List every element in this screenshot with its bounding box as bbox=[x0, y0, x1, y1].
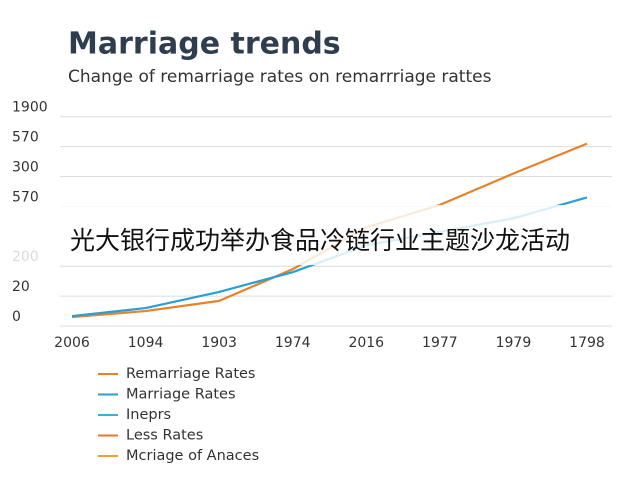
legend-label: Mcriage of Anaces bbox=[126, 448, 259, 464]
legend: Remarriage Rates Marriage Rates Ineprs Less… bbox=[98, 366, 259, 464]
x-tick-label: 1903 bbox=[201, 335, 237, 351]
legend-label: Remarriage Rates bbox=[126, 366, 255, 382]
x-tick-label: 1979 bbox=[496, 335, 532, 351]
x-tick-label: 2006 bbox=[54, 335, 90, 351]
y-tick-label: 1900 bbox=[12, 100, 48, 116]
legend-label: Ineprs bbox=[126, 407, 171, 423]
overlay-caption: 光大银行成功举办食品冷链行业主题沙龙活动 bbox=[70, 226, 570, 255]
y-tick-label: 570 bbox=[12, 189, 39, 205]
x-tick-label: 1094 bbox=[128, 335, 164, 351]
x-tick-label: 1974 bbox=[275, 335, 311, 351]
caption-band bbox=[0, 205, 640, 265]
chart-title: Marriage trends bbox=[68, 27, 341, 62]
x-tick-label: 1977 bbox=[422, 335, 458, 351]
y-tick-label: 570 bbox=[12, 130, 39, 146]
y-tick-label: 0 bbox=[12, 309, 21, 325]
x-tick-label: 1798 bbox=[569, 335, 605, 351]
y-tick-label: 20 bbox=[12, 279, 30, 295]
x-tick-label: 2016 bbox=[348, 335, 384, 351]
y-tick-label: 300 bbox=[12, 160, 39, 176]
legend-label: Less Rates bbox=[126, 428, 203, 444]
chart-subtitle: Change of remarriage rates on remarrriag… bbox=[68, 67, 492, 87]
legend-label: Marriage Rates bbox=[126, 387, 236, 403]
